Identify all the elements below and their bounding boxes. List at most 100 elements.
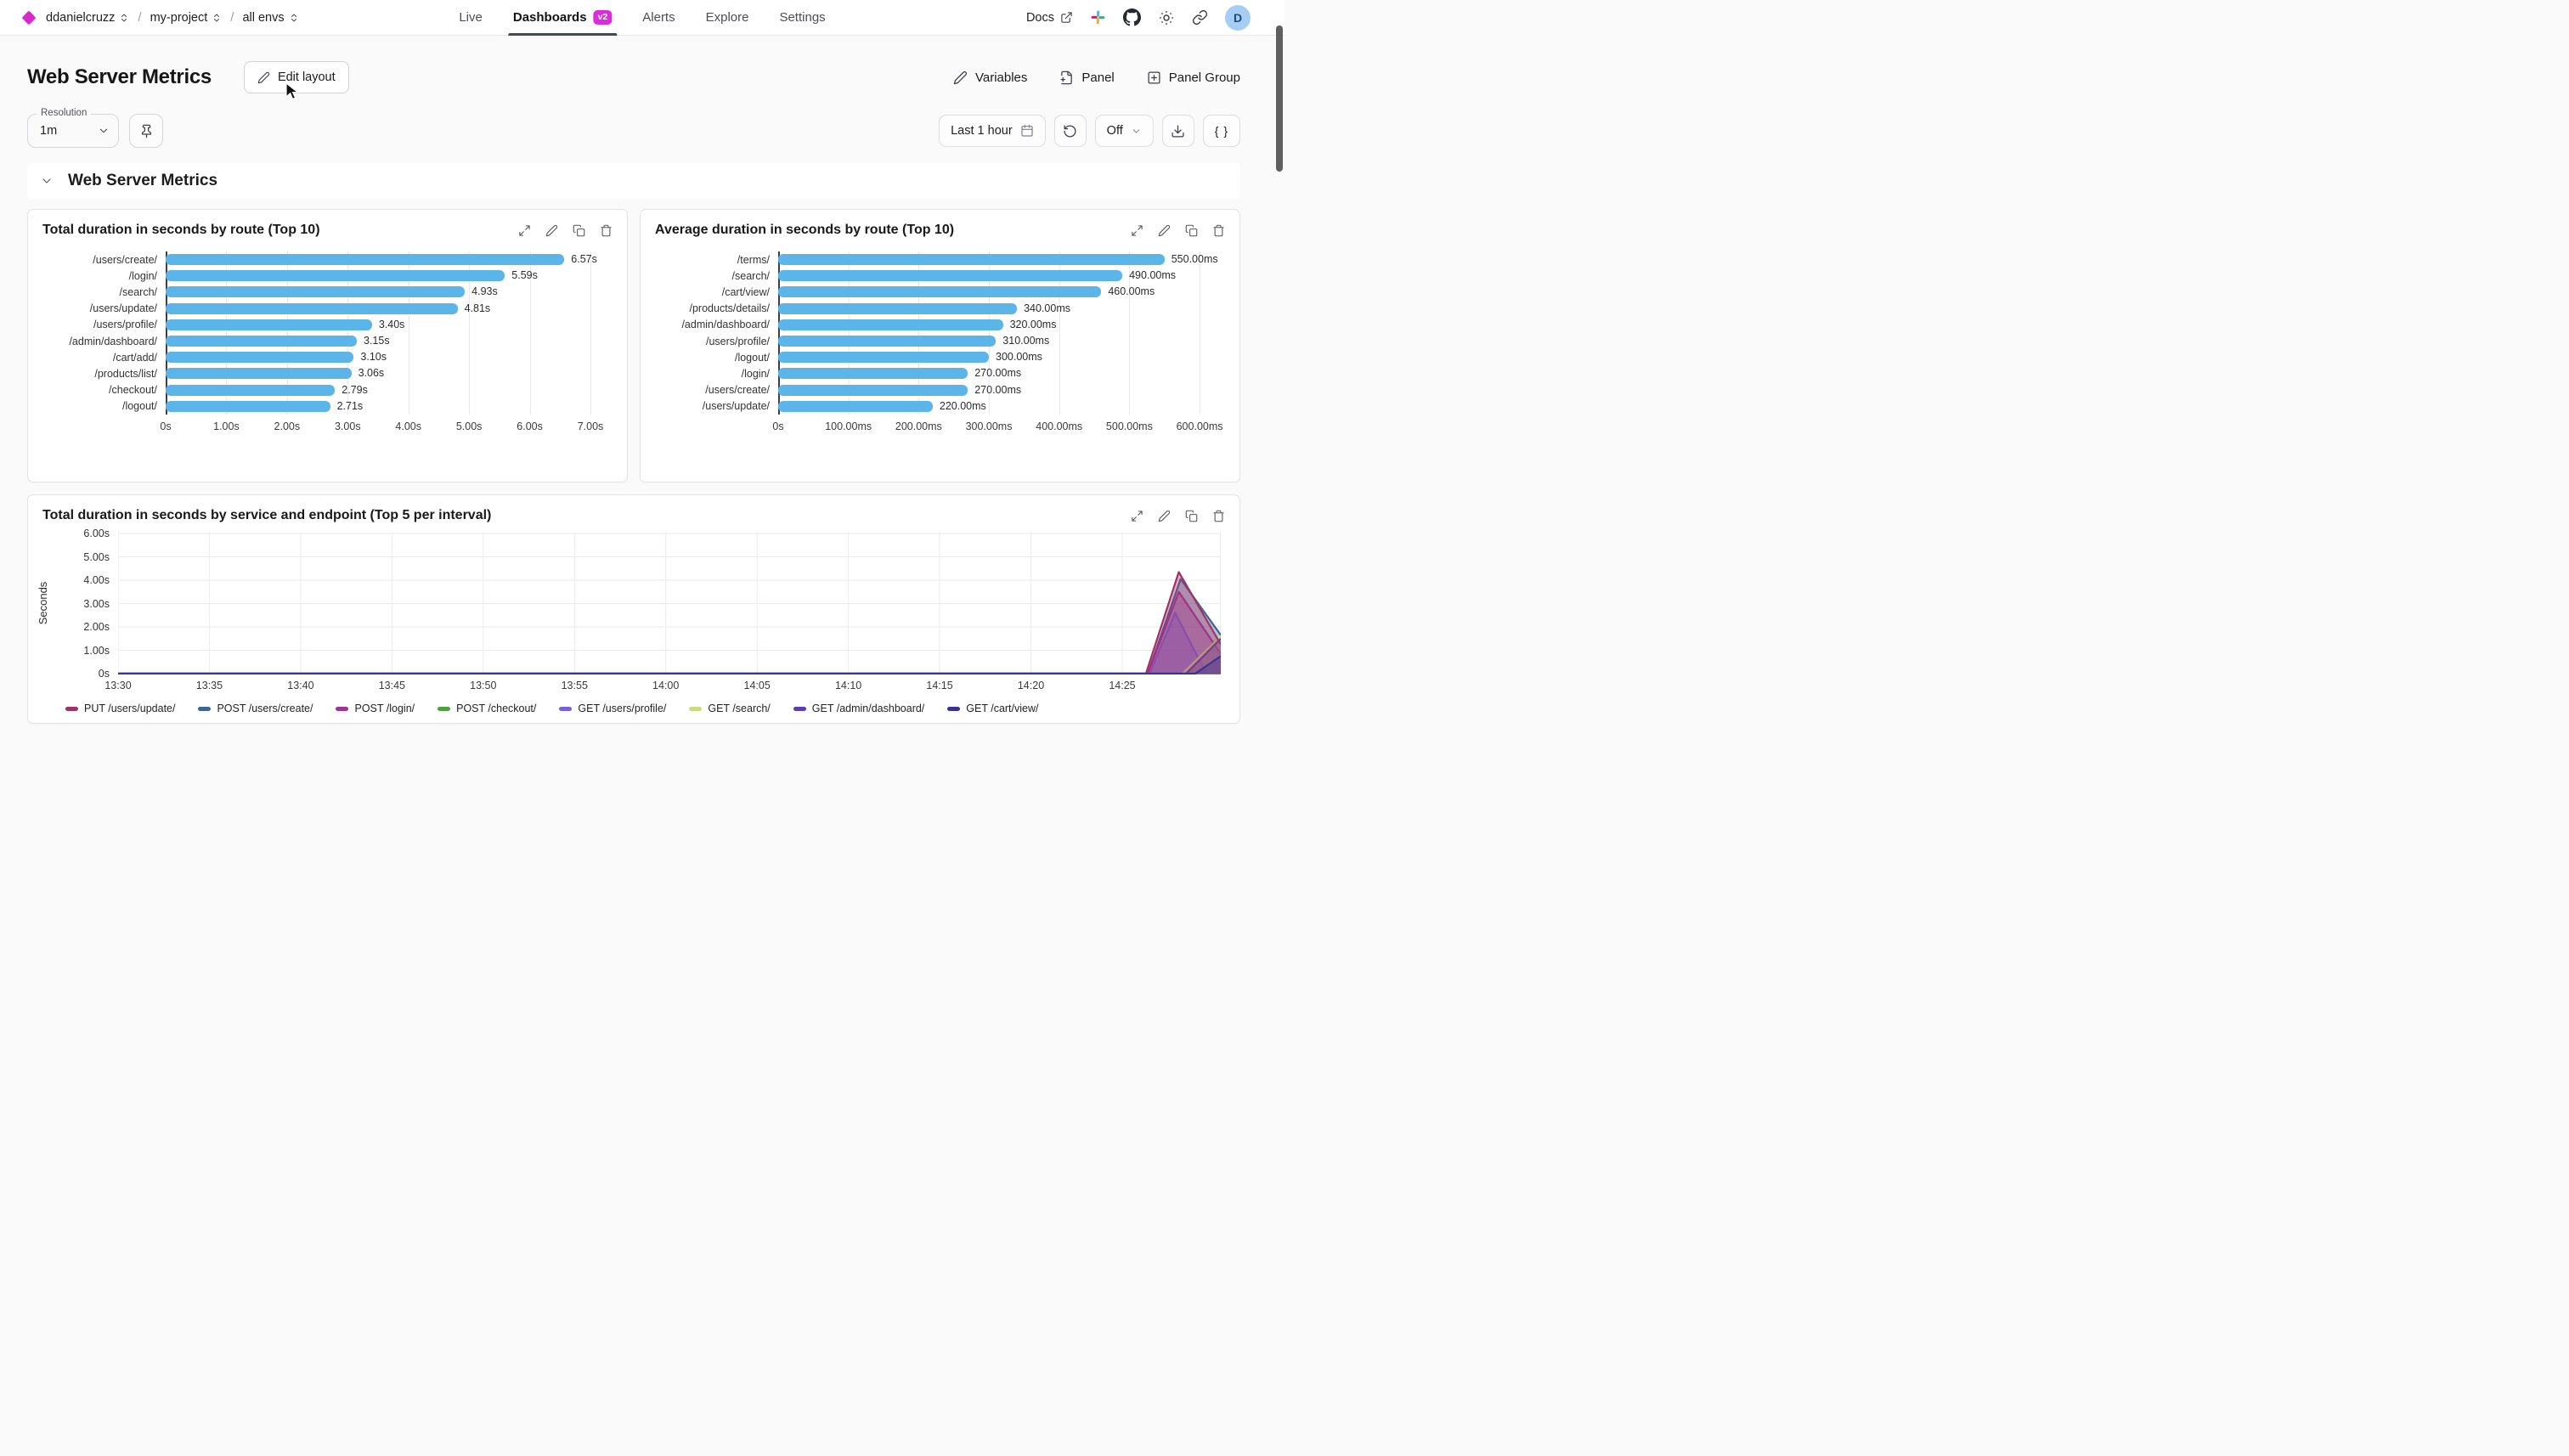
bar-row: 4.93s: [166, 284, 612, 300]
bar-row: 490.00ms: [778, 268, 1224, 284]
gridline: [590, 251, 591, 415]
x-axis-tick: 1.00s: [213, 420, 240, 432]
edit-panel-icon[interactable]: [1158, 224, 1171, 237]
variables-button[interactable]: Variables: [953, 71, 1027, 85]
page-title: Web Server Metrics: [27, 65, 212, 88]
bar-category-label: /users/profile/: [93, 319, 157, 331]
y-axis-tick: 1.00s: [83, 644, 110, 657]
bar: [778, 254, 1165, 265]
bar-value-label: 310.00ms: [1002, 334, 1050, 347]
bar: [778, 302, 1018, 314]
tab-alerts[interactable]: Alerts: [642, 10, 675, 25]
panel-actions: [1131, 224, 1225, 237]
bar-value-label: 320.00ms: [1009, 318, 1057, 330]
theme-toggle-sun-icon[interactable]: [1158, 9, 1175, 26]
legend-item[interactable]: POST /login/: [336, 703, 415, 714]
duplicate-panel-icon[interactable]: [1185, 224, 1198, 237]
edit-layout-button[interactable]: Edit layout: [243, 61, 349, 93]
timeseries-plot-area[interactable]: [118, 532, 1221, 674]
legend-label: GET /cart/view/: [966, 703, 1039, 714]
tab-dashboards[interactable]: Dashboards v2: [507, 0, 618, 36]
pencil-icon: [953, 71, 967, 84]
header-actions: Variables Panel Panel Group: [953, 71, 1240, 85]
x-axis-tick: 5.00s: [455, 420, 483, 432]
expand-icon[interactable]: [1131, 224, 1143, 237]
docs-link[interactable]: Docs: [1026, 11, 1073, 25]
delete-panel-icon[interactable]: [1212, 224, 1225, 237]
expand-icon[interactable]: [1131, 510, 1143, 522]
bar-category-label: /checkout/: [109, 384, 157, 397]
y-axis-tick: 5.00s: [83, 550, 110, 563]
legend-label: POST /users/create/: [217, 703, 313, 714]
user-avatar[interactable]: D: [1225, 4, 1251, 31]
bar: [778, 319, 1003, 330]
series-area: [118, 572, 1221, 674]
bar-row: 320.00ms: [778, 317, 1224, 333]
json-view-button[interactable]: { }: [1202, 115, 1240, 147]
refresh-button[interactable]: [1053, 115, 1087, 147]
legend-item[interactable]: POST /users/create/: [198, 703, 313, 714]
legend-item[interactable]: PUT /users/update/: [65, 703, 175, 714]
bar-value-label: 340.00ms: [1024, 302, 1070, 314]
hbar-chart-average-duration: /terms/ /search/ /cart/view/ /products/deta…: [641, 238, 1239, 436]
bar-value-label: 490.00ms: [1129, 269, 1177, 282]
add-panel-button[interactable]: Panel: [1059, 71, 1115, 85]
legend-item[interactable]: POST /checkout/: [438, 703, 536, 714]
bar-value-label: 6.57s: [571, 253, 597, 265]
download-button[interactable]: [1161, 115, 1194, 147]
legend-item[interactable]: GET /cart/view/: [947, 703, 1039, 714]
tab-live[interactable]: Live: [459, 10, 483, 25]
time-range-button[interactable]: Last 1 hour: [939, 115, 1046, 147]
bar: [166, 319, 372, 330]
expand-icon[interactable]: [518, 224, 531, 237]
gridline: [989, 251, 991, 415]
tab-explore[interactable]: Explore: [705, 10, 749, 25]
resolution-select[interactable]: Resolution 1m: [27, 108, 119, 148]
x-axis-tick: 13:35: [195, 680, 223, 691]
bar-category-label: /admin/dashboard/: [681, 319, 770, 331]
legend-item[interactable]: GET /admin/dashboard/: [793, 703, 924, 714]
bar-row: 5.59s: [166, 268, 612, 284]
bar-value-label: 2.71s: [336, 399, 364, 412]
bar: [778, 400, 933, 412]
edit-panel-icon[interactable]: [1158, 510, 1171, 522]
bar: [778, 270, 1123, 282]
x-axis-tick: 600.00ms: [1176, 420, 1223, 432]
bar-row: 300.00ms: [778, 349, 1224, 365]
breadcrumb-project-selector[interactable]: my-project: [150, 11, 223, 25]
series-line: [118, 592, 1221, 674]
tab-settings[interactable]: Settings: [779, 10, 826, 25]
duplicate-panel-icon[interactable]: [1185, 510, 1198, 522]
legend-item[interactable]: GET /users/profile/: [559, 703, 666, 714]
vertical-scrollbar[interactable]: [1276, 25, 1283, 172]
delete-panel-icon[interactable]: [1212, 510, 1225, 522]
bar-category-label: /users/update/: [702, 400, 770, 413]
auto-refresh-select[interactable]: Off: [1094, 115, 1154, 147]
slack-icon[interactable]: [1090, 9, 1106, 25]
github-icon[interactable]: [1123, 8, 1141, 26]
section-header[interactable]: Web Server Metrics: [27, 163, 1240, 199]
bar-row: 3.10s: [166, 349, 612, 365]
chart-legend: PUT /users/update/POST /users/create/POS…: [65, 703, 1221, 714]
gridline: [226, 251, 228, 415]
share-link-icon[interactable]: [1192, 9, 1208, 25]
add-panel-group-button[interactable]: Panel Group: [1147, 71, 1240, 85]
brand-diamond-logo[interactable]: [21, 10, 37, 25]
delete-panel-icon[interactable]: [600, 224, 613, 237]
legend-item[interactable]: GET /search/: [689, 703, 771, 714]
bar: [166, 335, 357, 347]
x-axis-tick: 100.00ms: [825, 420, 872, 432]
bar: [166, 400, 330, 412]
bar-value-label: 3.10s: [360, 351, 387, 364]
time-controls: Last 1 hour Off { }: [939, 115, 1240, 147]
edit-panel-icon[interactable]: [545, 224, 558, 237]
bar: [166, 368, 352, 380]
breadcrumb-env-selector[interactable]: all envs: [242, 11, 298, 25]
legend-swatch: [793, 706, 806, 711]
bar-category-label: /logout/: [734, 351, 770, 364]
breadcrumb-org-selector[interactable]: ddanielcruzz: [46, 11, 129, 25]
duplicate-panel-icon[interactable]: [573, 224, 585, 237]
panel-header: Total duration in seconds by service and…: [28, 495, 1239, 523]
bar: [778, 368, 968, 380]
pin-resolution-button[interactable]: [129, 114, 163, 148]
